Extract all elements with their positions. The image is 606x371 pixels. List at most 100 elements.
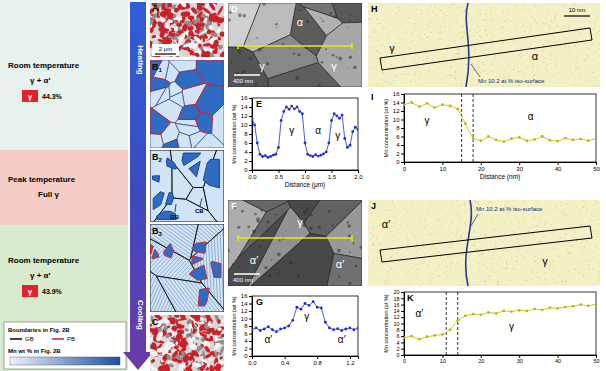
atom (542, 51, 543, 52)
phase-label: α (297, 16, 304, 28)
atom (579, 272, 580, 273)
tem-defect (348, 68, 349, 69)
lath (150, 224, 224, 312)
atom (369, 206, 370, 207)
atom (408, 18, 409, 19)
atom (491, 219, 492, 220)
atom (457, 231, 458, 232)
atom (461, 238, 462, 239)
atom (578, 262, 579, 263)
lath (150, 224, 224, 312)
atom (438, 264, 439, 265)
tem-defect (349, 14, 351, 16)
atom (540, 257, 541, 258)
atom (412, 233, 413, 234)
tem-defect (258, 245, 261, 248)
atom (568, 224, 569, 225)
lath (150, 250, 160, 312)
atom (448, 229, 449, 230)
tem-grain (243, 200, 288, 212)
atom (465, 64, 466, 65)
atom (370, 18, 371, 19)
profile-line (238, 45, 352, 47)
lath (154, 224, 224, 312)
lath (209, 224, 221, 312)
atom (508, 66, 509, 67)
atom (464, 84, 465, 85)
atom (488, 202, 489, 203)
phase-label: γ (259, 60, 265, 72)
atom (524, 30, 525, 31)
atom (524, 38, 525, 39)
atom (590, 39, 591, 40)
atom (452, 3, 453, 4)
atom (457, 49, 458, 50)
atom (376, 239, 377, 240)
atom (451, 203, 452, 204)
atom (377, 23, 378, 24)
micrograph-grain (161, 28, 170, 34)
atom (499, 257, 500, 258)
atom (582, 261, 583, 262)
micrograph-grain (219, 50, 224, 57)
tem-defect (353, 242, 355, 244)
micrograph-grain (178, 324, 185, 329)
atom (503, 12, 504, 13)
lath (170, 224, 182, 312)
lath (150, 224, 224, 312)
atom (479, 263, 480, 264)
atom (441, 39, 442, 40)
atom (461, 85, 462, 86)
tem-defect (249, 57, 252, 60)
tem-defect (289, 261, 293, 265)
micrograph-grain (199, 22, 205, 28)
atom (377, 51, 378, 52)
atom (562, 281, 563, 282)
atom (556, 13, 557, 14)
atom (597, 277, 598, 278)
atom (538, 277, 539, 278)
atom (429, 23, 430, 24)
atom (519, 244, 520, 245)
tem-defect (249, 39, 250, 40)
atom (431, 32, 432, 33)
atom (588, 265, 589, 266)
profile-line-end (237, 235, 239, 241)
atom (393, 240, 394, 241)
atom (474, 29, 475, 30)
atom (459, 49, 460, 50)
tem-defect (317, 83, 320, 86)
atom (435, 248, 436, 249)
laths (150, 224, 224, 312)
tem-defect (349, 56, 352, 59)
lath (150, 224, 224, 312)
atom (508, 19, 509, 20)
atom (413, 250, 414, 251)
atom (405, 206, 406, 207)
atom (478, 255, 479, 256)
atom (570, 253, 571, 254)
atom (499, 76, 500, 77)
atom (418, 224, 419, 225)
atom (431, 5, 432, 6)
tem-image (228, 3, 362, 87)
atom (474, 231, 475, 232)
atom (516, 217, 517, 218)
atom (410, 48, 411, 49)
micrograph-grain (192, 16, 201, 25)
atom (408, 74, 409, 75)
atom (378, 40, 379, 41)
atom (372, 227, 373, 228)
atom (401, 73, 402, 74)
atom (543, 62, 544, 63)
lath (150, 224, 224, 312)
lath (150, 224, 224, 312)
atom (569, 51, 570, 52)
atom (482, 62, 483, 63)
atom (597, 33, 598, 34)
atom (486, 235, 487, 236)
atom (463, 31, 464, 32)
atom (554, 208, 555, 209)
micrograph-grain (217, 37, 221, 41)
lath (187, 224, 224, 311)
